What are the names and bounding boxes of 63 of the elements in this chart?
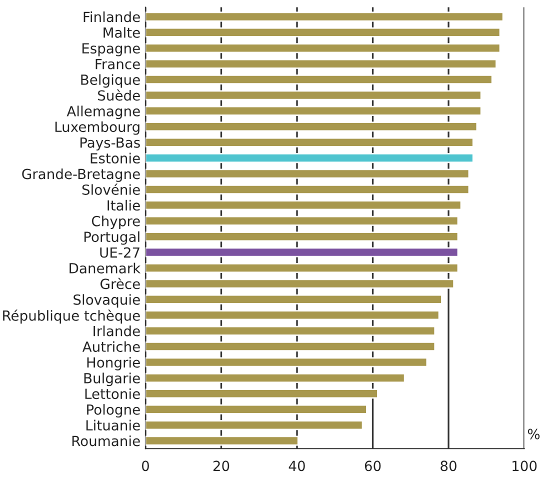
y-tick-label: Autriche — [82, 341, 140, 352]
y-tick-label: Roumanie — [72, 435, 140, 446]
y-tick-label: Hongrie — [87, 356, 140, 370]
y-tick-label: Irlande — [94, 326, 140, 336]
y-tick-label: Italie — [108, 200, 140, 211]
y-tick-label: Estonie — [90, 152, 140, 164]
x-tick-label: 20 — [213, 460, 230, 472]
y-tick-label: France — [96, 58, 140, 70]
y-tick-label: Grèce — [100, 278, 140, 290]
bar — [145, 357, 428, 368]
y-tick-label: Lituanie — [86, 420, 140, 431]
y-tick-label: Espagne — [82, 43, 140, 56]
x-tick-label: 60 — [364, 460, 381, 472]
y-tick-label: Belgique — [81, 74, 140, 88]
bar — [145, 404, 368, 414]
bar — [145, 106, 482, 116]
bar — [145, 12, 504, 22]
bar — [145, 27, 501, 38]
y-tick-label: Danemark — [70, 262, 141, 274]
x-tick-label: 100 — [512, 460, 537, 472]
bar — [145, 310, 440, 320]
y-tick-label: Slovaquie — [74, 294, 140, 308]
bar — [145, 122, 478, 132]
bar — [145, 294, 442, 304]
bar — [145, 247, 459, 258]
x-axis-title: % — [528, 428, 540, 440]
bar — [145, 342, 436, 352]
bar — [145, 278, 455, 289]
y-tick-label: Slovénie — [82, 184, 140, 195]
bar — [145, 90, 482, 100]
y-tick-label: Lettonie — [85, 388, 140, 400]
y-tick-label: République tchèque — [3, 310, 140, 324]
bar — [145, 137, 474, 148]
y-tick-label: UE-27 — [100, 247, 140, 258]
y-tick-label: Chypre — [92, 216, 140, 230]
bar — [145, 168, 470, 179]
bar — [145, 153, 474, 164]
x-tick-label: 0 — [142, 460, 149, 472]
y-tick-label: Portugal — [84, 231, 140, 245]
x-tick-label: 80 — [440, 460, 456, 472]
y-tick-label: Finlande — [84, 11, 140, 22]
y-tick-label: Grande-Bretagne — [22, 168, 140, 182]
y-tick-label: Pays-Bas — [80, 138, 140, 151]
bar — [145, 388, 378, 399]
bar — [145, 43, 501, 54]
bar — [145, 372, 406, 383]
y-tick-label: Bulgarie — [84, 372, 140, 386]
bar — [145, 74, 493, 85]
bar — [145, 232, 459, 242]
y-tick-label: Suède — [98, 89, 140, 101]
y-tick-label: Pologne — [87, 404, 140, 418]
bar — [145, 216, 459, 226]
x-tick-label: 40 — [288, 460, 305, 472]
bar — [145, 436, 299, 446]
bar — [145, 420, 364, 430]
bar — [145, 58, 497, 69]
bar — [145, 326, 436, 336]
y-tick-label: Luxembourg — [55, 121, 140, 135]
bar — [145, 184, 470, 194]
y-tick-label: Malte — [104, 27, 140, 38]
y-tick-label: Allemagne — [66, 106, 140, 120]
bar — [145, 262, 459, 274]
bar — [145, 200, 462, 210]
